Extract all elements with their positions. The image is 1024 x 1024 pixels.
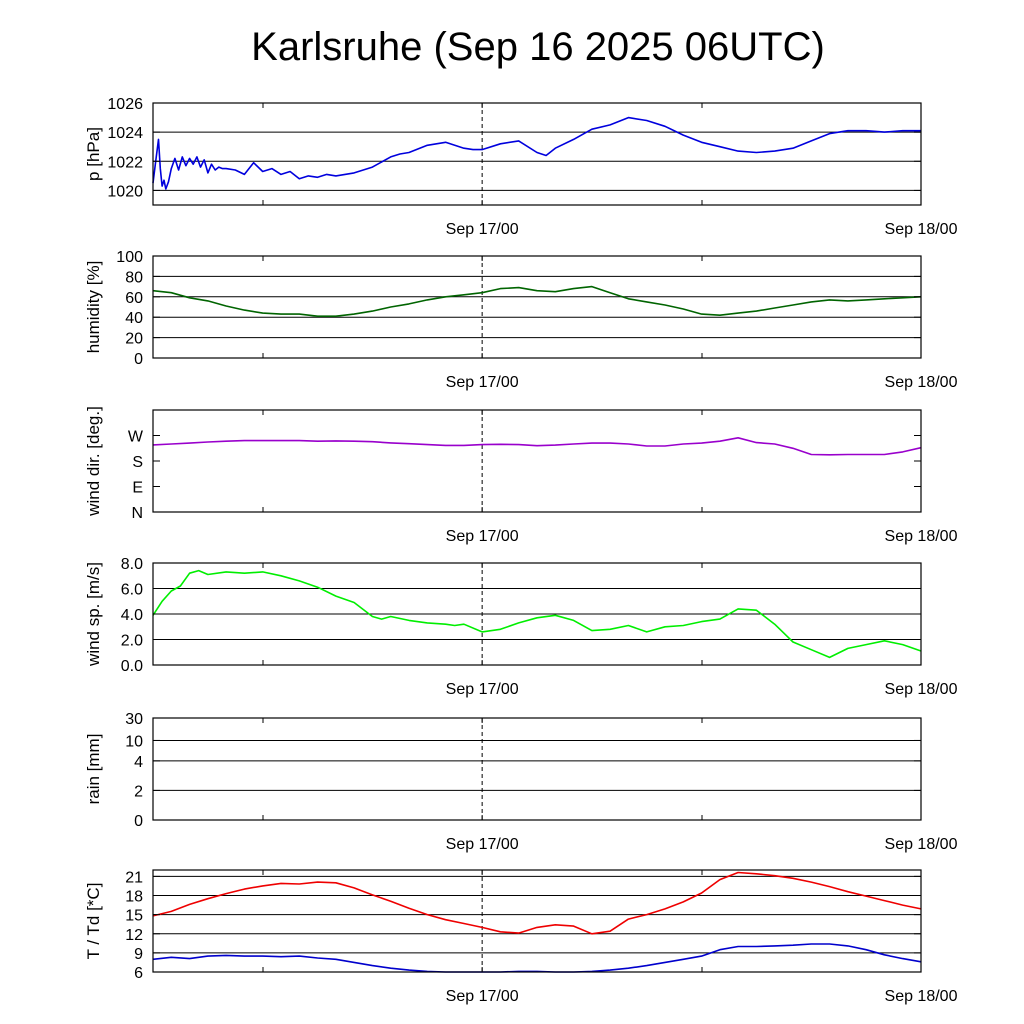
- panel-0: 1020 1022 1024 1026 Sep 17/00 Sep 18/00 p [hPa…: [84, 96, 958, 238]
- panel-5: 6 9 12 15 18 21 Sep 17/00 Sep 18/00 T / Td [*C]: [84, 869, 958, 1005]
- x-tick-label: Sep 17/00: [446, 836, 519, 853]
- y-tick-label: 1024: [107, 125, 143, 142]
- x-tick-label: Sep 17/00: [446, 221, 519, 238]
- y-tick-label: S: [132, 454, 143, 471]
- y-tick-label: 1020: [107, 183, 143, 200]
- x-tick-label: Sep 18/00: [885, 681, 958, 698]
- y-tick-label: 4: [134, 754, 143, 771]
- y-tick-label: 6: [134, 965, 143, 982]
- series-line-1: [152, 943, 922, 973]
- x-tick-label: Sep 18/00: [885, 988, 958, 1005]
- series-line-0: [152, 871, 922, 935]
- y-axis-label: humidity [%]: [84, 261, 103, 354]
- x-tick-label: Sep 17/00: [446, 988, 519, 1005]
- y-tick-label: E: [132, 480, 143, 497]
- y-tick-label: 2: [134, 783, 143, 800]
- plot-frame: [152, 409, 922, 513]
- x-tick-label: Sep 17/00: [446, 374, 519, 391]
- y-tick-label: 12: [125, 927, 143, 944]
- x-tick-label: Sep 17/00: [446, 528, 519, 545]
- series-line-0: [152, 569, 922, 659]
- panel-3: 0.0 2.0 4.0 6.0 8.0 Sep 17/00 Sep 18/00 wind sp…: [84, 556, 958, 698]
- y-tick-label: 1022: [107, 154, 143, 171]
- y-axis-label: wind dir. [deg.]: [84, 406, 103, 517]
- y-tick-label: N: [131, 505, 143, 522]
- y-axis-label: wind sp. [m/s]: [84, 562, 103, 667]
- y-axis-label: T / Td [*C]: [84, 883, 103, 960]
- y-axis-label: rain [mm]: [84, 734, 103, 805]
- x-tick-label: Sep 17/00: [446, 681, 519, 698]
- y-tick-label: 80: [125, 269, 143, 286]
- series-line-0: [152, 285, 922, 317]
- y-tick-label: 10: [125, 733, 143, 750]
- y-tick-label: 20: [125, 331, 143, 348]
- x-tick-label: Sep 18/00: [885, 528, 958, 545]
- y-tick-label: 0: [134, 351, 143, 368]
- y-tick-label: 100: [116, 249, 143, 266]
- y-tick-label: 9: [134, 946, 143, 963]
- y-tick-label: 18: [125, 889, 143, 906]
- y-axis-label: p [hPa]: [84, 127, 103, 181]
- series-line-0: [152, 437, 922, 456]
- y-tick-label: 15: [125, 908, 143, 925]
- plot-frame: [152, 717, 922, 821]
- y-tick-label: 0.0: [121, 658, 143, 675]
- chart-title: Karlsruhe (Sep 16 2025 06UTC): [251, 25, 825, 69]
- x-tick-label: Sep 18/00: [885, 374, 958, 391]
- y-tick-label: 4.0: [121, 607, 143, 624]
- y-tick-label: 8.0: [121, 556, 143, 573]
- y-tick-label: 1026: [107, 96, 143, 113]
- plot-frame: [152, 102, 922, 206]
- y-tick-label: 21: [125, 869, 143, 886]
- panel-1: 0 20 40 60 80 100 Sep 17/00 Sep 18/00 humidity […: [84, 249, 958, 391]
- y-tick-label: 6.0: [121, 582, 143, 599]
- series-line-0: [152, 116, 921, 190]
- x-tick-label: Sep 18/00: [885, 221, 958, 238]
- y-tick-label: 60: [125, 290, 143, 307]
- y-tick-label: W: [128, 429, 144, 446]
- plot-frame: [152, 255, 922, 359]
- panel-4: 0 2 4 10 30 Sep 17/00 Sep 18/00 rain [mm]: [84, 711, 958, 853]
- y-tick-label: 0: [134, 813, 143, 830]
- y-tick-label: 30: [125, 711, 143, 728]
- x-tick-label: Sep 18/00: [885, 836, 958, 853]
- plot-frame: [152, 869, 922, 973]
- y-tick-label: 40: [125, 310, 143, 327]
- y-tick-label: 2.0: [121, 633, 143, 650]
